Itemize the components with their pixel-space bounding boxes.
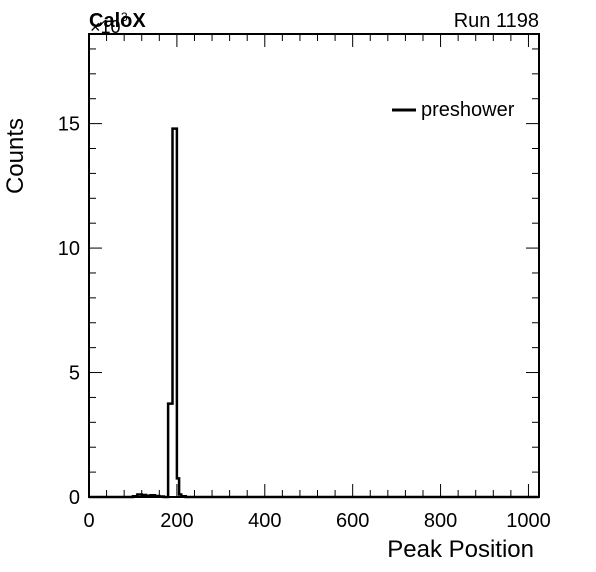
series-group xyxy=(89,127,539,499)
y-tick-label: 0 xyxy=(69,487,80,509)
x-axis-title: Peak Position xyxy=(387,536,534,563)
y-multiplier-exponent: 3 xyxy=(121,10,128,24)
legend: preshower xyxy=(392,99,515,121)
series-line-preshower xyxy=(89,127,539,499)
y-tick-label: 10 xyxy=(58,238,80,260)
x-tick-label: 1000 xyxy=(506,510,551,532)
x-tick-label: 0 xyxy=(83,510,94,532)
legend-label-preshower: preshower xyxy=(421,99,515,121)
y-multiplier-label: ×10 xyxy=(90,17,121,37)
x-tick-label: 800 xyxy=(424,510,457,532)
y-axis-title: Counts xyxy=(2,118,29,194)
x-tick-label: 400 xyxy=(248,510,281,532)
x-tick-label: 200 xyxy=(160,510,193,532)
y-tick-label: 15 xyxy=(58,114,80,136)
run-label: Run 1198 xyxy=(454,10,539,32)
x-tick-label: 600 xyxy=(336,510,369,532)
experiment-label: CaloX xyxy=(89,10,146,32)
axis-ticks-group: 0 200 400 600 800 1000 0 5 10 15 xyxy=(58,34,551,532)
y-tick-label: 5 xyxy=(69,363,80,385)
